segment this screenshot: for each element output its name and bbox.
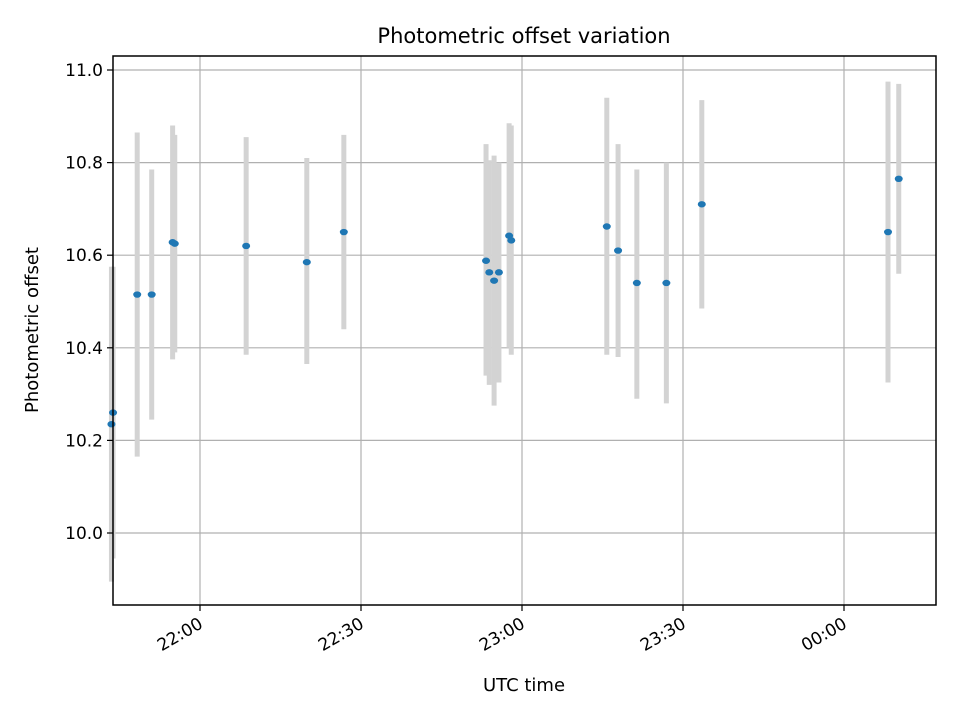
data-point: [507, 237, 516, 244]
y-tick-label: 10.4: [65, 339, 103, 359]
data-point: [170, 240, 179, 247]
plot-area: [112, 55, 937, 606]
y-axis-label: Photometric offset: [22, 247, 43, 413]
data-points: [107, 175, 903, 428]
y-tick-label: 10.2: [65, 431, 103, 451]
x-axis: 22:00 22:30 23:00 23:30 00:00: [154, 605, 851, 656]
y-tick-label: 10.0: [65, 524, 103, 544]
data-point: [697, 201, 706, 208]
x-tick-label: 23:00: [476, 614, 528, 656]
data-point: [107, 420, 116, 428]
x-tick-label: 22:00: [154, 614, 206, 656]
y-axis: 10.0 10.2 10.4 10.6 10.8 11.0: [65, 61, 113, 544]
data-point: [482, 257, 491, 264]
y-tick-label: 10.8: [65, 154, 103, 174]
data-point: [339, 228, 348, 236]
data-point: [662, 279, 671, 287]
error-bars: [108, 81, 902, 582]
data-point: [242, 242, 251, 250]
chart-title: Photometric offset variation: [377, 24, 670, 48]
y-tick-label: 11.0: [65, 61, 103, 81]
data-point: [485, 269, 494, 276]
data-point: [490, 277, 499, 284]
data-point: [302, 258, 311, 266]
data-point: [614, 247, 623, 254]
x-tick-label: 23:30: [637, 614, 689, 656]
data-point: [632, 279, 641, 287]
grid: [113, 56, 936, 605]
data-point: [602, 223, 611, 230]
x-tick-label: 00:00: [798, 614, 850, 656]
data-point: [494, 269, 503, 276]
x-tick-label: 22:30: [315, 614, 367, 656]
x-axis-label: UTC time: [483, 675, 565, 696]
data-point: [133, 291, 142, 298]
y-tick-label: 10.6: [65, 246, 103, 266]
data-point: [894, 175, 903, 183]
data-point: [884, 228, 893, 236]
data-point: [147, 291, 156, 298]
